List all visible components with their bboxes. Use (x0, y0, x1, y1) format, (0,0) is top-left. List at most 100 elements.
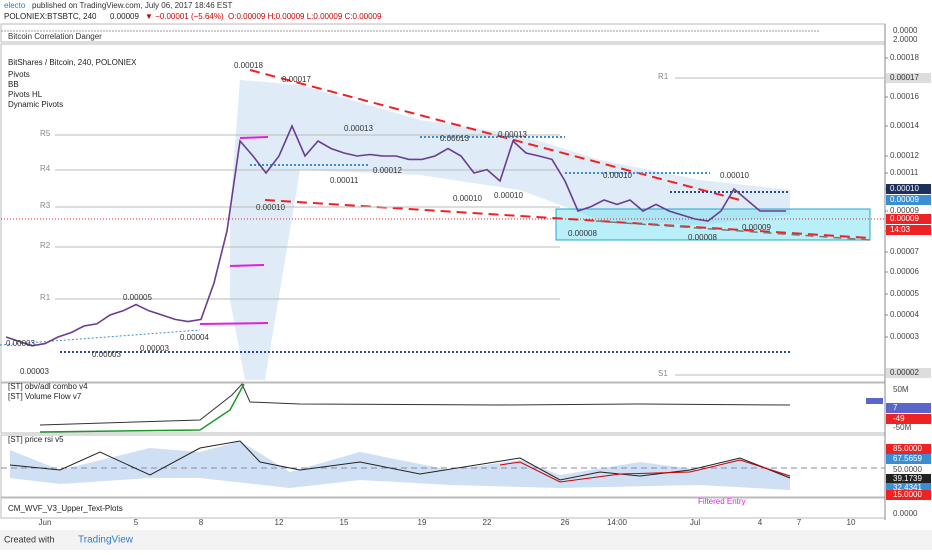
pane-axis-label: 32.4341 (893, 483, 922, 492)
trendline (249, 69, 741, 201)
price-label-box (886, 195, 931, 205)
x-tick-label: 19 (418, 518, 427, 527)
annotation: 0.00010 (720, 171, 749, 180)
pivot-label: R1 (40, 293, 51, 302)
annotation: 0.00010 (256, 203, 285, 212)
price-label: 0.00009 (890, 195, 919, 204)
pivot-label: R1 (658, 72, 669, 81)
last-price: 0.00009 (110, 12, 139, 21)
pane-axis-label: 0.0000 (893, 509, 918, 518)
rsi-line-red (499, 459, 791, 483)
pane-axis-label: 39.1739 (893, 474, 922, 483)
adl-line (39, 383, 245, 433)
pivot-label: R2 (40, 241, 51, 250)
y-tick-label: 0.00007 (890, 247, 919, 256)
annotation: 0.00013 (440, 134, 469, 143)
annotation: 0.00018 (234, 61, 263, 70)
pane-title: CM_WVF_V3_Upper_Text-Plots (8, 504, 123, 513)
pane-axis-label: 15.0000 (893, 490, 922, 499)
author[interactable]: electo (4, 1, 26, 10)
pivot-label: R5 (40, 129, 51, 138)
annotation: 0.00010 (494, 191, 523, 200)
pane-axis-label: -50M (893, 423, 912, 432)
volume-box (866, 398, 883, 404)
annotation: 0.00017 (282, 75, 311, 84)
rsi-line (9, 440, 791, 481)
price-label-box (886, 225, 931, 235)
annotation: 0.00009 (742, 223, 771, 232)
annotation: 0.00011 (330, 176, 359, 185)
pane-axis-label: 7 (893, 403, 898, 412)
top-axis: 2.0000 (893, 35, 918, 44)
chart-title: BitShares / Bitcoin, 240, POLONIEX (8, 58, 137, 67)
y-tick-label: 0.00018 (890, 53, 919, 62)
x-tick-label: 7 (797, 518, 802, 527)
dynamic-pivot (199, 322, 269, 325)
ohlc: O:0.00009 H:0.00009 L:0.00009 C:0.00009 (228, 12, 382, 21)
pivot-label: S1 (658, 369, 668, 378)
y-tick-label: 0.00009 (890, 206, 919, 215)
pivot-label: R4 (40, 164, 51, 173)
axis-label-box (886, 444, 931, 454)
symbol: POLONIEX:BTSBTC, 240 (4, 12, 97, 21)
trendline (264, 199, 871, 239)
dynamic-pivot (239, 136, 269, 139)
top-pane (0, 23, 886, 43)
x-tick-label: 8 (199, 518, 204, 527)
axis-label-box (886, 454, 931, 464)
annotation: 0.00010 (453, 194, 482, 203)
price-label-box (886, 184, 931, 194)
y-tick-label: 0.00012 (890, 151, 919, 160)
x-tick-label: 4 (758, 518, 763, 527)
pane-title: [ST] price rsi v5 (8, 435, 64, 444)
change: ▼ −0.00001 (−5.64%) (145, 12, 224, 21)
x-tick-label: 12 (275, 518, 284, 527)
price-label-box (886, 368, 931, 378)
trendline (595, 220, 871, 241)
x-tick-label: Jun (39, 518, 52, 527)
legend-entry: Pivots HL (8, 90, 43, 99)
annotation: 0.00008 (568, 229, 597, 238)
annotation: 0.00013 (498, 130, 527, 139)
y-tick-label: 0.00011 (890, 168, 919, 177)
x-tick-label: 22 (483, 518, 492, 527)
pane-axis-label: 85.0000 (893, 444, 922, 453)
pane-axis-label: 50M (893, 385, 909, 394)
pane-axis-label: 50.0000 (893, 465, 922, 474)
y-tick-label: 0.00003 (890, 332, 919, 341)
footer-brand[interactable]: TradingView (78, 535, 134, 546)
pane-title: [ST] obv/adl combo v4 (8, 382, 88, 391)
published: published on TradingView.com, July 06, 2… (32, 1, 233, 10)
annotation: 0.00012 (373, 166, 402, 175)
y-tick-label: 0.00016 (890, 92, 919, 101)
top-pane-title: Bitcoin Correlation Danger (8, 32, 102, 41)
legend-entry: Pivots (8, 70, 30, 79)
price-label: 0.00009 (890, 214, 919, 223)
obv-line (39, 383, 791, 426)
pivot-lines (55, 77, 885, 376)
x-tick-label: Jul (690, 518, 700, 527)
x-tick-label: 10 (847, 518, 856, 527)
annotation: 0.00003 (20, 367, 49, 376)
axis-label-box (886, 490, 931, 500)
annotation: 0.00003 (92, 350, 121, 359)
price-label: 0.00010 (890, 184, 919, 193)
annotation: 0.00004 (180, 333, 209, 342)
axis-label-box (886, 483, 931, 493)
axis-label-box (886, 474, 931, 484)
footer (0, 530, 932, 550)
annotation: 0.00003 (140, 344, 169, 353)
y-tick-label: 0.00004 (890, 310, 919, 319)
pane-title: [ST] Volume Flow v7 (8, 392, 82, 401)
price-line (5, 123, 786, 347)
top-axis: 0.0000 (893, 26, 918, 35)
axis-label-box (886, 403, 931, 413)
wvf-note: Filtered Entry (698, 497, 746, 506)
pivot-label: R3 (40, 201, 51, 210)
y-tick-label: 0.00014 (890, 121, 919, 130)
pane-axis-label: 67.5659 (893, 454, 922, 463)
x-tick-label: 26 (561, 518, 570, 527)
price-label-box (886, 214, 931, 224)
annotation: 0.00013 (344, 124, 373, 133)
